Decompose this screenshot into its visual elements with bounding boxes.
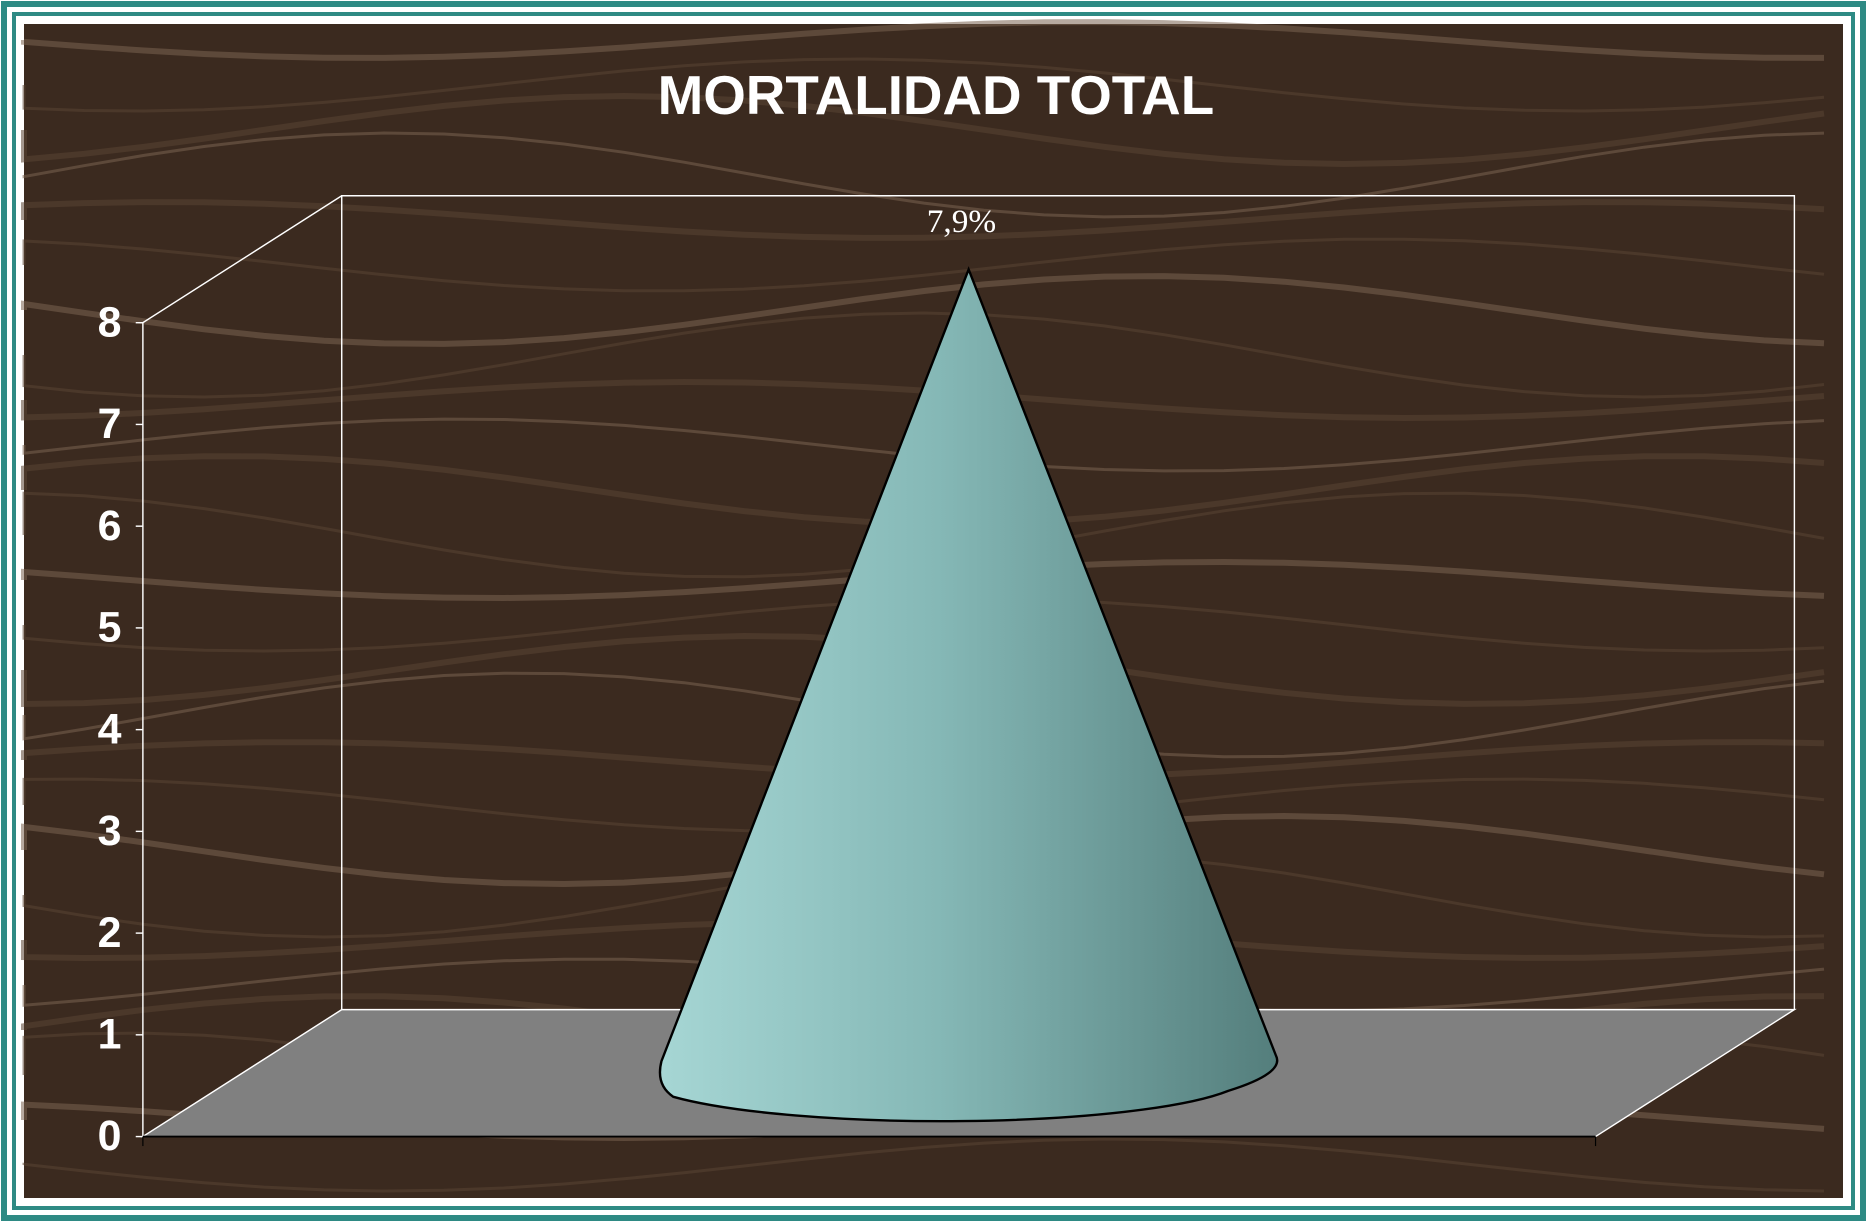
y-tick-label: 2 [98, 909, 122, 957]
y-tick-label: 4 [98, 705, 122, 753]
wood-line [22, 311, 1825, 399]
cone-bar [658, 266, 1279, 1123]
wood-line [21, 378, 1825, 422]
y-tick-label: 0 [98, 1112, 122, 1160]
wood-line [22, 237, 1825, 293]
y-tick-label: 7 [98, 400, 122, 448]
wood-grain [21, 19, 1825, 1193]
plot: MORTALIDAD TOTAL 0 1 2 3 4 5 6 7 8 7,9% [98, 65, 1797, 1160]
y-tick-label: 1 [98, 1011, 122, 1059]
wood-line [22, 417, 1825, 473]
y-tick-label: 6 [98, 502, 122, 550]
wood-line [22, 131, 1825, 219]
wood-line [22, 57, 1825, 113]
chart-title: MORTALIDAD TOTAL [658, 65, 1215, 126]
wood-line [21, 19, 1825, 61]
y-tick-label: 3 [98, 807, 122, 855]
back-wall [341, 195, 1796, 1010]
wood-line [22, 1137, 1825, 1193]
wood-line [21, 92, 1825, 168]
inner-frame [12, 12, 1855, 1210]
wood-line [21, 199, 1825, 241]
y-tick-label: 5 [98, 604, 122, 652]
y-tick-label: 8 [98, 298, 122, 346]
wood-line [21, 273, 1825, 347]
value-label: 7,9% [927, 203, 996, 240]
